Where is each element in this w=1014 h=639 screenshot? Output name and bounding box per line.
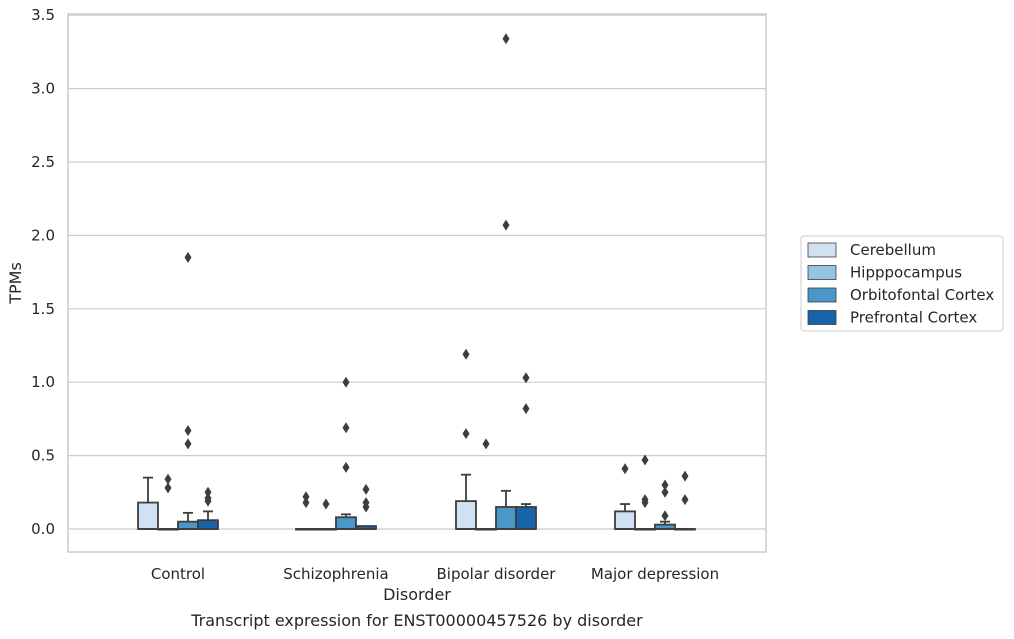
legend-label: Orbitofontal Cortex: [850, 286, 994, 304]
box: [475, 438, 497, 531]
outlier-point: [522, 403, 530, 415]
outlier-point: [502, 219, 510, 231]
outlier-point: [661, 486, 669, 498]
legend-swatch: [807, 287, 837, 303]
x-tick-label: Control: [151, 565, 205, 583]
box: [315, 498, 337, 531]
series-prefrontal-cortex: [197, 372, 696, 531]
outlier-point: [184, 251, 192, 263]
box-body: [197, 519, 219, 530]
box-body: [455, 500, 477, 530]
outlier-point: [204, 495, 212, 507]
legend-label: Cerebellum: [850, 241, 936, 259]
box: [654, 479, 676, 530]
y-tick-label: 1.5: [31, 300, 55, 318]
outlier-point: [184, 425, 192, 437]
outlier-point: [322, 498, 330, 510]
box-body: [137, 501, 159, 530]
outlier-point: [342, 376, 350, 388]
outlier-point: [502, 33, 510, 45]
box: [295, 491, 317, 531]
outlier-point: [661, 479, 669, 491]
box: [634, 454, 656, 531]
legend-swatch: [807, 310, 837, 325]
y-tick-label: 0.5: [31, 447, 55, 465]
box-series: [137, 33, 696, 531]
outlier-point: [342, 461, 350, 473]
x-tick-label: Bipolar disorder: [437, 565, 557, 583]
y-tick-label: 2.5: [31, 153, 55, 171]
outlier-point: [302, 491, 310, 503]
box-body: [177, 520, 199, 530]
box: [495, 33, 517, 530]
x-axis-ticks: Control Schizophrenia Bipolar disorder Majo…: [151, 565, 719, 583]
box-body: [515, 506, 537, 530]
legend-frame: [800, 235, 1004, 332]
box: [455, 348, 477, 530]
outlier-point: [681, 494, 689, 506]
box-body: [614, 510, 636, 530]
legend-swatch: [807, 265, 837, 280]
box: [335, 376, 357, 530]
series-cerebellum: [137, 348, 636, 531]
y-tick-label: 2.0: [31, 226, 55, 244]
box: [137, 476, 159, 530]
outlier-point: [661, 510, 669, 522]
legend: Cerebellum Hipppocampus Orbitofontal Corte…: [800, 235, 1004, 332]
outlier-point: [164, 482, 172, 494]
outlier-point: [204, 486, 212, 498]
outlier-point: [302, 497, 310, 509]
y-gridlines: [68, 14, 766, 530]
legend-swatch: [807, 242, 837, 258]
outlier-point: [641, 497, 649, 509]
outlier-point: [342, 422, 350, 434]
legend-label: Hipppocampus: [850, 264, 962, 282]
box: [197, 486, 219, 530]
box: [355, 483, 377, 530]
box: [614, 463, 636, 530]
x-axis-label: Disorder: [383, 585, 451, 604]
outlier-point: [362, 501, 370, 513]
outlier-point: [362, 483, 370, 495]
outlier-point: [681, 470, 689, 482]
outlier-point: [462, 428, 470, 440]
y-tick-label: 3.0: [31, 80, 55, 98]
plot-area-frame: [67, 13, 767, 553]
y-axis-ticks: 0.0 0.5 1.0 1.5 2.0 2.5 3.0 3.5: [31, 6, 55, 538]
y-tick-label: 0.0: [31, 520, 55, 538]
figure-caption: Transcript expression for ENST0000045752…: [190, 611, 643, 630]
box: [157, 473, 179, 531]
box-body: [335, 516, 357, 530]
outlier-point: [641, 454, 649, 466]
outlier-point: [164, 473, 172, 485]
box: [674, 470, 696, 531]
x-tick-label: Major depression: [591, 565, 719, 583]
x-tick-label: Schizophrenia: [283, 565, 388, 583]
box: [177, 251, 199, 530]
series-hipppocampus: [157, 438, 656, 531]
y-tick-label: 1.0: [31, 373, 55, 391]
legend-label: Prefrontal Cortex: [850, 309, 977, 327]
box-body: [495, 506, 517, 530]
series-orbitofontal-cortex: [177, 33, 676, 530]
y-tick-label: 3.5: [31, 6, 55, 24]
outlier-point: [184, 438, 192, 450]
outlier-point: [621, 463, 629, 475]
outlier-point: [462, 348, 470, 360]
box: [515, 372, 537, 530]
y-axis-label: TPMs: [6, 262, 25, 305]
outlier-point: [482, 438, 490, 450]
outlier-point: [522, 372, 530, 384]
